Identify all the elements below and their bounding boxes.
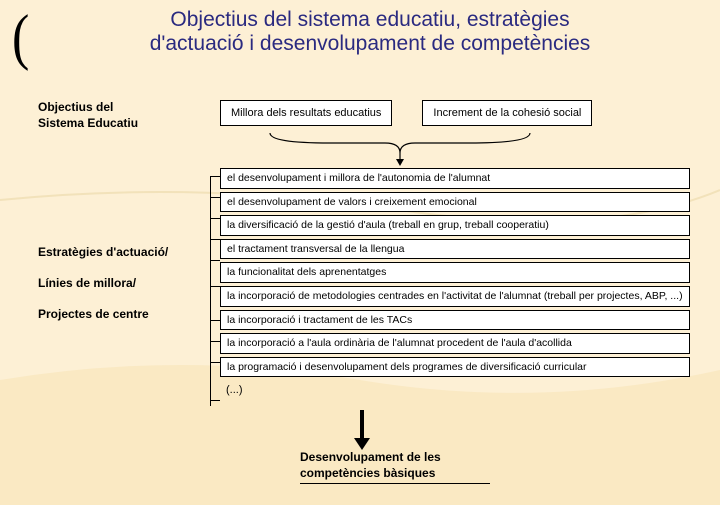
strategy-item: el desenvolupament i millora de l'autono… [220, 168, 690, 189]
strategy-item: la incorporació a l'aula ordinària de l'… [220, 333, 690, 354]
hconn [210, 176, 220, 177]
page-title: Objectius del sistema educatiu, estratèg… [50, 8, 690, 56]
strategy-item: la funcionalitat dels aprenentatges [220, 262, 690, 283]
result-underline [300, 483, 490, 484]
label-estrategies-l2: Línies de millora/ [38, 276, 136, 290]
result-label: Desenvolupament de les competències bàsi… [300, 450, 490, 484]
strategy-item: la programació i desenvolupament dels pr… [220, 357, 690, 378]
arrow-down-icon [350, 410, 374, 450]
title-line-1: Objectius del sistema educatiu, estratèg… [170, 8, 569, 31]
strategy-item: el desenvolupament de valors i creixemen… [220, 192, 690, 213]
strategy-item: la incorporació i tractament de les TACs [220, 310, 690, 331]
label-objectius-l1: Objectius del [38, 100, 113, 114]
box-increment-cohesio: Increment de la cohesió social [422, 100, 592, 126]
hconn [210, 362, 220, 363]
strategy-item: la incorporació de metodologies centrade… [220, 286, 690, 307]
title-line-2: d'actuació i desenvolupament de competèn… [150, 32, 591, 55]
hconn [210, 218, 220, 219]
decorative-paren: ( [12, 2, 29, 73]
strategy-item: la diversificació de la gestió d'aula (t… [220, 215, 690, 236]
hconn [210, 286, 220, 287]
label-estrategies-l3: Projectes de centre [38, 307, 149, 321]
hconn [210, 341, 220, 342]
hconn [210, 320, 220, 321]
strategy-list: el desenvolupament i millora de l'autono… [220, 168, 690, 400]
objectius-boxes: Millora dels resultats educatius Increme… [220, 100, 680, 126]
strategy-item: el tractament transversal de la llengua [220, 239, 690, 260]
hconn [210, 197, 220, 198]
strategy-ellipsis: (...) [220, 380, 690, 400]
vertical-connector [210, 176, 211, 406]
result-l2: competències bàsiques [300, 466, 435, 480]
hconn [210, 400, 220, 401]
label-objectius: Objectius del Sistema Educatiu [38, 100, 138, 131]
hconn [210, 239, 220, 240]
label-objectius-l2: Sistema Educatiu [38, 116, 138, 130]
label-estrategies: Estratègies d'actuació/ Línies de millor… [38, 245, 168, 323]
label-estrategies-l1: Estratègies d'actuació/ [38, 245, 168, 259]
box-millora-resultats: Millora dels resultats educatius [220, 100, 392, 126]
hconn [210, 260, 220, 261]
result-l1: Desenvolupament de les [300, 450, 441, 464]
brace-top [260, 128, 540, 166]
